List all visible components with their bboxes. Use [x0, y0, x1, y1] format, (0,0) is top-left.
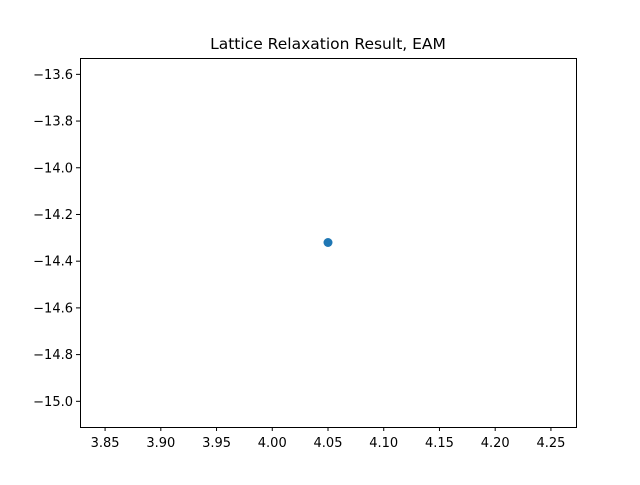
chart-title: Lattice Relaxation Result, EAM — [210, 35, 446, 53]
y-tick-label: −14.4 — [33, 255, 73, 270]
y-tick-label: −14.6 — [33, 301, 73, 316]
y-tick-label: −15.0 — [33, 395, 73, 410]
plot-frame — [80, 58, 577, 428]
x-tick-label: 4.05 — [314, 436, 343, 451]
x-axis: 3.85 3.90 3.95 4.00 4.05 4.10 4.15 4.20 4.25 — [91, 427, 565, 451]
x-tick-label: 4.10 — [369, 436, 398, 451]
y-tick-label: −14.0 — [33, 161, 73, 176]
y-tick-label: −13.6 — [33, 68, 73, 83]
x-tick-label: 3.90 — [146, 436, 175, 451]
x-tick-label: 4.00 — [258, 436, 287, 451]
x-tick-label: 4.20 — [481, 436, 510, 451]
y-tick-label: −14.2 — [33, 208, 73, 223]
x-tick-label: 3.95 — [202, 436, 231, 451]
y-tick-label: −13.8 — [33, 115, 73, 130]
x-tick-label: 4.25 — [536, 436, 565, 451]
data-points — [323, 238, 333, 247]
y-tick-label: −14.8 — [33, 348, 73, 363]
y-axis: −13.6 −13.8 −14.0 −14.2 −14.4 −14.6 −14.8 −15.0 — [33, 68, 80, 410]
x-tick-label: 3.85 — [91, 436, 120, 451]
x-tick-label: 4.15 — [425, 436, 454, 451]
scatter-point — [323, 238, 333, 247]
